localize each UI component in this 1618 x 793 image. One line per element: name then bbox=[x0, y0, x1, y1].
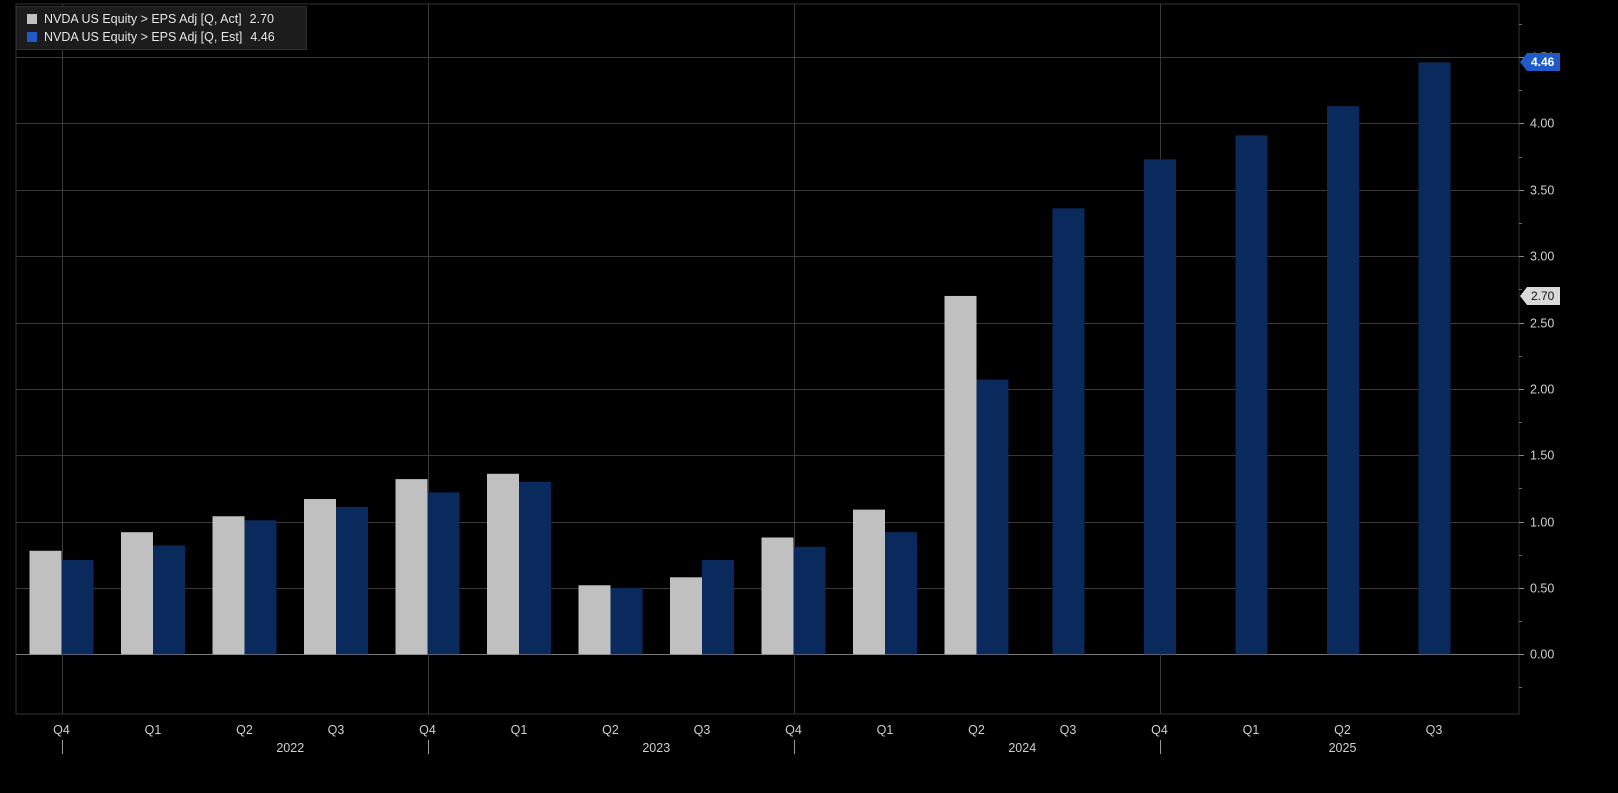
bar-actual bbox=[761, 537, 794, 655]
grid-layer bbox=[15, 3, 1520, 715]
bar-estimate bbox=[519, 481, 551, 655]
y-tick-label: 3.50 bbox=[1530, 184, 1554, 198]
year-label: 2024 bbox=[1008, 741, 1036, 755]
bar-estimate bbox=[1418, 62, 1451, 655]
y-tick-label: 1.00 bbox=[1530, 516, 1554, 530]
y-tick-label: 0.50 bbox=[1530, 582, 1554, 596]
legend: NVDA US Equity > EPS Adj [Q, Act] 2.70 N… bbox=[16, 6, 307, 50]
x-tick-label: Q2 bbox=[1334, 723, 1351, 737]
y-tick-label: 0.00 bbox=[1530, 648, 1554, 662]
bar-actual bbox=[853, 509, 885, 655]
x-tick-label: Q3 bbox=[1426, 723, 1443, 737]
x-tick-label: Q2 bbox=[602, 723, 619, 737]
bar-actual bbox=[304, 499, 336, 655]
bar-estimate bbox=[793, 546, 826, 655]
bar-estimate bbox=[244, 520, 277, 655]
bar-actual bbox=[121, 532, 153, 655]
bar-estimate bbox=[610, 587, 643, 655]
bar-estimate bbox=[1327, 106, 1359, 655]
y-tick-label: 4.00 bbox=[1530, 117, 1554, 131]
axis-layer: 0.000.501.001.502.002.503.003.504.004.50… bbox=[53, 24, 1554, 755]
bar-estimate bbox=[1052, 208, 1085, 655]
last-value-flag-estimate-text: 4.46 bbox=[1531, 55, 1555, 70]
x-tick-label: Q4 bbox=[1151, 723, 1168, 737]
bar-actual bbox=[395, 479, 428, 655]
bar-actual bbox=[487, 473, 519, 655]
y-tick-label: 2.50 bbox=[1530, 317, 1554, 331]
legend-value-estimate: 4.46 bbox=[250, 30, 275, 44]
bar-estimate bbox=[976, 379, 1009, 655]
bar-estimate bbox=[885, 532, 917, 655]
year-label: 2023 bbox=[642, 741, 670, 755]
y-tick-label: 3.00 bbox=[1530, 250, 1554, 264]
bar-estimate bbox=[702, 560, 734, 655]
bar-estimate bbox=[1144, 159, 1176, 655]
x-tick-label: Q2 bbox=[968, 723, 985, 737]
legend-item-actual: NVDA US Equity > EPS Adj [Q, Act] 2.70 bbox=[27, 10, 274, 28]
y-tick-label: 1.50 bbox=[1530, 449, 1554, 463]
x-tick-label: Q4 bbox=[419, 723, 436, 737]
bar-estimate bbox=[153, 545, 185, 655]
x-tick-label: Q1 bbox=[511, 723, 528, 737]
bar-actual bbox=[670, 577, 702, 655]
x-tick-label: Q1 bbox=[877, 723, 894, 737]
y-tick-label: 2.00 bbox=[1530, 383, 1554, 397]
bar-estimate bbox=[1235, 135, 1268, 655]
x-tick-label: Q4 bbox=[53, 723, 70, 737]
legend-item-estimate: NVDA US Equity > EPS Adj [Q, Est] 4.46 bbox=[27, 28, 275, 46]
legend-label-actual: NVDA US Equity > EPS Adj [Q, Act] bbox=[44, 12, 242, 26]
last-value-flag-actual-text: 2.70 bbox=[1531, 288, 1555, 303]
bar-actual bbox=[29, 550, 62, 655]
legend-swatch-estimate bbox=[27, 32, 37, 42]
bar-actual bbox=[944, 295, 977, 655]
legend-label-estimate: NVDA US Equity > EPS Adj [Q, Est] bbox=[44, 30, 243, 44]
year-label: 2022 bbox=[276, 741, 304, 755]
legend-value-actual: 2.70 bbox=[249, 12, 274, 26]
bar-estimate bbox=[427, 492, 460, 655]
bar-actual bbox=[578, 585, 611, 655]
x-tick-label: Q3 bbox=[328, 723, 345, 737]
x-tick-label: Q3 bbox=[1060, 723, 1077, 737]
bar-estimate bbox=[61, 560, 94, 655]
x-tick-label: Q1 bbox=[1243, 723, 1260, 737]
last-value-flag-estimate: 4.46 bbox=[1519, 53, 1561, 72]
x-tick-label: Q2 bbox=[236, 723, 253, 737]
x-tick-label: Q3 bbox=[694, 723, 711, 737]
legend-swatch-actual bbox=[27, 14, 37, 24]
last-value-flag-actual: 2.70 bbox=[1519, 286, 1561, 305]
plot-frame bbox=[15, 3, 1520, 715]
year-label: 2025 bbox=[1329, 741, 1357, 755]
bar-estimate bbox=[336, 506, 368, 655]
bar-layer bbox=[29, 62, 1451, 655]
x-tick-label: Q4 bbox=[785, 723, 802, 737]
bar-actual bbox=[212, 516, 245, 655]
x-tick-label: Q1 bbox=[145, 723, 162, 737]
